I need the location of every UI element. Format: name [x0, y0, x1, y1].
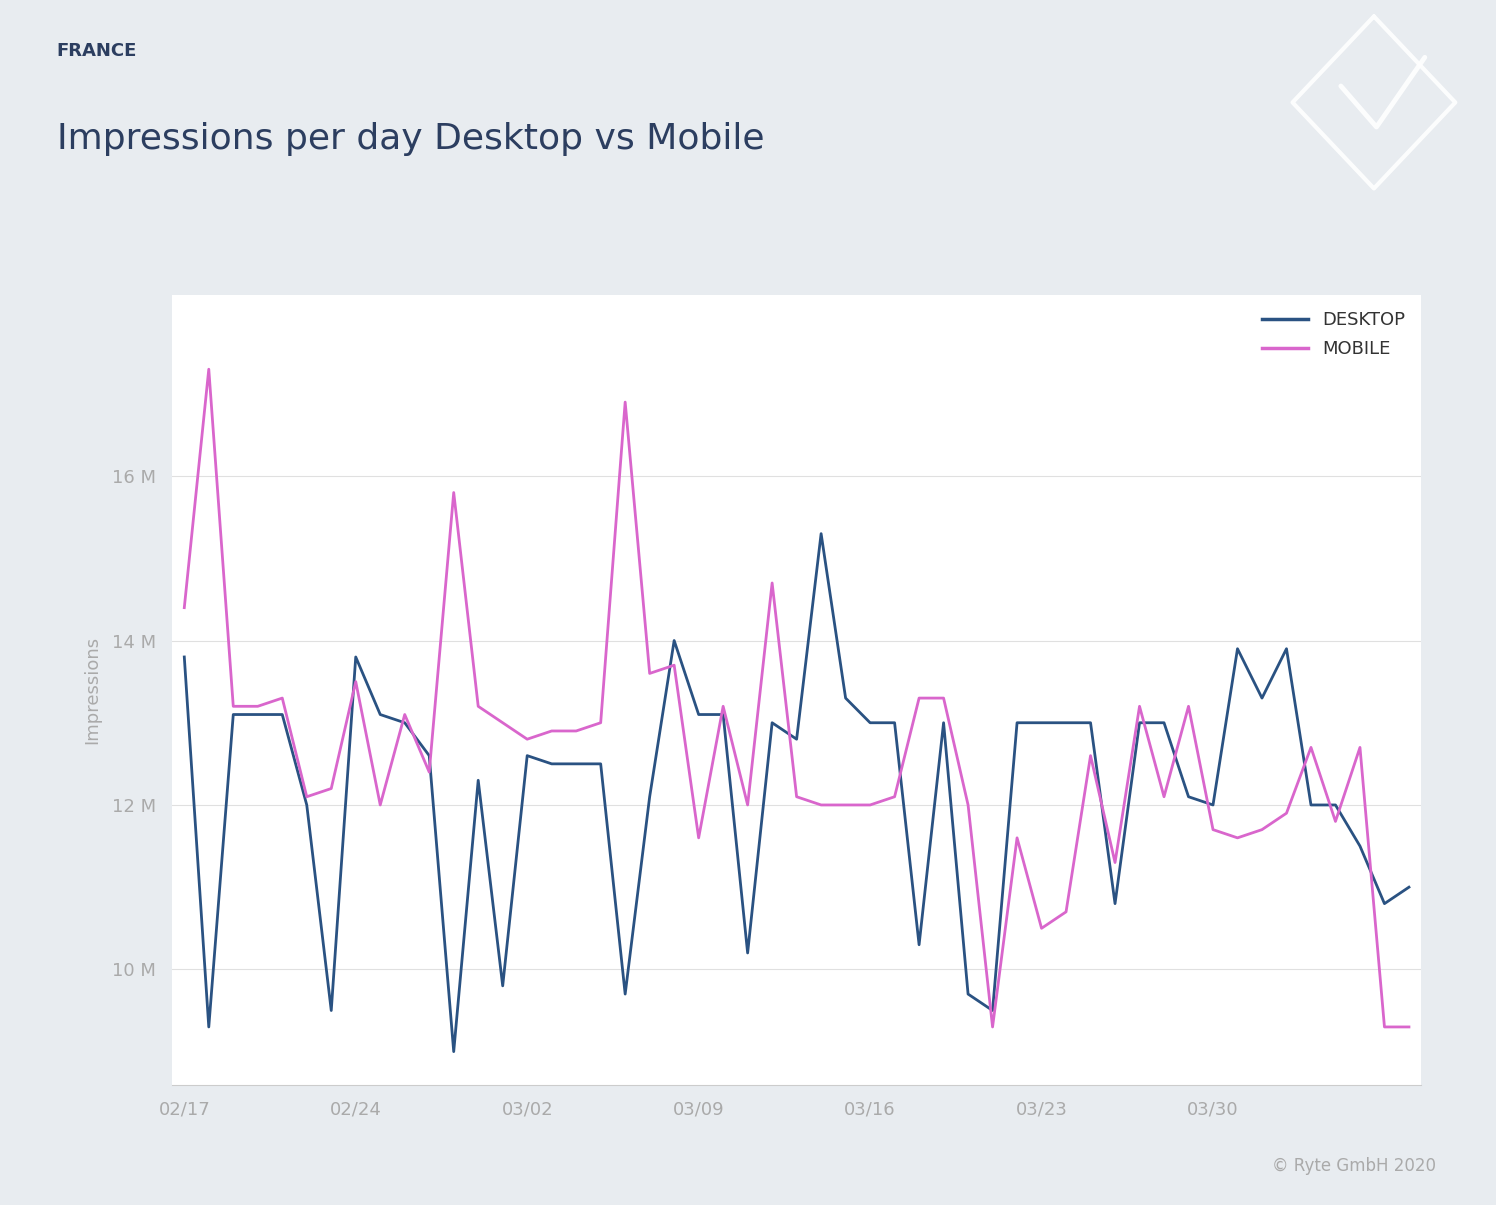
Text: Impressions per day Desktop vs Mobile: Impressions per day Desktop vs Mobile: [57, 122, 764, 157]
Y-axis label: Impressions: Impressions: [82, 636, 100, 743]
Text: FRANCE: FRANCE: [57, 42, 138, 60]
Legend: DESKTOP, MOBILE: DESKTOP, MOBILE: [1255, 304, 1412, 365]
Text: © Ryte GmbH 2020: © Ryte GmbH 2020: [1272, 1157, 1436, 1175]
